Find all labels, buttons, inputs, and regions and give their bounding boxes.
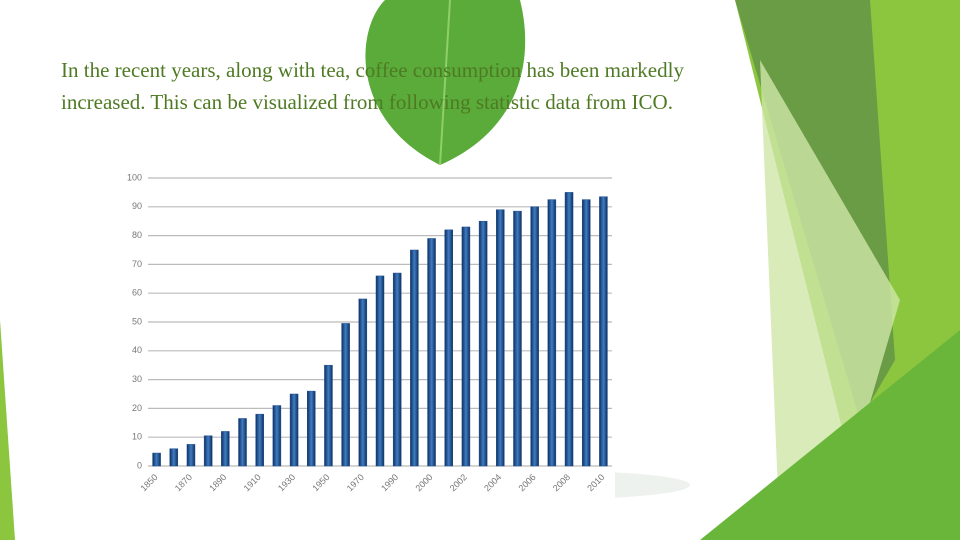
y-tick-label: 10 [132,432,142,442]
bar [547,199,557,467]
y-tick-label: 80 [132,230,142,240]
y-tick-label: 100 [127,172,142,182]
bar [461,226,471,467]
bar [307,390,316,467]
bar [375,275,385,467]
bar [341,323,350,467]
bar [255,413,264,467]
bar [203,435,213,467]
bar [272,405,282,467]
bar [478,220,488,467]
y-tick-label: 20 [132,403,142,413]
bar [599,196,608,467]
bar [289,393,299,467]
bar [221,431,230,467]
bar [152,452,161,467]
y-tick-label: 40 [132,345,142,355]
y-tick-label: 0 [137,460,142,470]
slide-text: In the recent years, along with tea, cof… [61,58,684,114]
bar [564,192,574,467]
bar [444,229,453,467]
bar [513,210,522,467]
deco [700,330,960,540]
bar [358,298,368,467]
bar [530,206,539,467]
bar [392,272,402,467]
bar [324,364,333,467]
y-tick-label: 50 [132,316,142,326]
bar [410,249,419,467]
bar [238,418,247,467]
bar [581,199,591,467]
y-tick-label: 70 [132,259,142,269]
bar [496,209,505,467]
deco [0,320,15,540]
bar [169,448,179,467]
y-tick-label: 90 [132,201,142,211]
bar [186,444,196,467]
y-tick-label: 60 [132,288,142,298]
leaf-vein [439,0,451,166]
bar [427,238,436,467]
y-tick-label: 30 [132,374,142,384]
